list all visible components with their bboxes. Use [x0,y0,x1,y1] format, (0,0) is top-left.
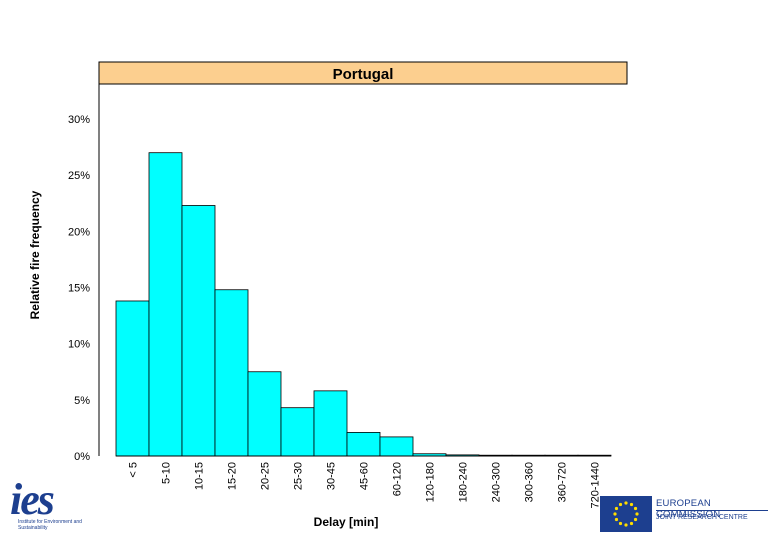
eu-star-icon [614,517,619,522]
eu-star-icon [624,501,628,505]
x-tick-label: 20-25 [260,462,272,490]
eu-star-icon [629,521,634,526]
x-tick-label: 5-10 [161,462,173,484]
european-commission-logo: EUROPEAN COMMISSION JOINT RESEARCH CENTR… [600,496,772,532]
x-tick-label: 10-15 [194,462,206,490]
x-tick-label: < 5 [128,462,140,478]
ec-logo-line1: EUROPEAN COMMISSION [656,498,721,520]
y-tick-label: 20% [68,226,90,238]
x-tick-label: 25-30 [293,462,305,490]
x-tick-label: 720-1440 [590,462,602,509]
bar [247,371,282,457]
y-tick-label: 25% [68,170,90,182]
x-tick-label: 15-20 [227,462,239,490]
ec-logo-divider [656,510,768,511]
y-tick-label: 0% [74,451,90,463]
ies-logo-tagline: Institute for Environment and Sustainabi… [18,519,82,531]
eu-star-icon [618,502,623,507]
bar [214,289,249,457]
bar [115,300,150,457]
eu-star-icon [633,506,638,511]
bar [379,436,414,457]
bar [148,152,183,457]
bar [280,407,315,457]
x-tick-label: 240-300 [491,462,503,502]
bar [181,205,216,457]
eu-star-icon [624,523,628,527]
title-band [98,61,628,85]
x-axis-label: Delay [min] [314,515,379,529]
eu-star-icon [614,506,619,511]
ec-logo-line2: JOINT RESEARCH CENTRE [656,514,748,521]
y-tick-label: 30% [68,114,90,126]
eu-flag-icon [600,496,652,532]
x-tick-label: 360-720 [557,462,569,502]
ies-logo-mark: ies [10,475,55,524]
x-tick-label: 45-60 [359,462,371,490]
eu-star-icon [635,512,639,516]
x-tick-label: 30-45 [326,462,338,490]
y-tick-label: 10% [68,339,90,351]
eu-star-icon [613,512,617,516]
x-tick-label: 60-120 [392,462,404,496]
y-axis-label: Relative fire frequency [28,190,42,319]
x-tick-label: 180-240 [458,462,470,502]
eu-star-icon [618,521,623,526]
bar [346,432,381,457]
y-tick-label: 5% [74,395,90,407]
ies-logo: ies Institute for Environment and Sustai… [10,478,100,536]
x-tick-label: 300-360 [524,462,536,502]
chart-title: Portugal [333,66,394,83]
eu-star-icon [633,517,638,522]
eu-star-icon [629,502,634,507]
x-tick-label: 120-180 [425,462,437,502]
bar [313,390,348,457]
y-tick-label: 15% [68,283,90,295]
